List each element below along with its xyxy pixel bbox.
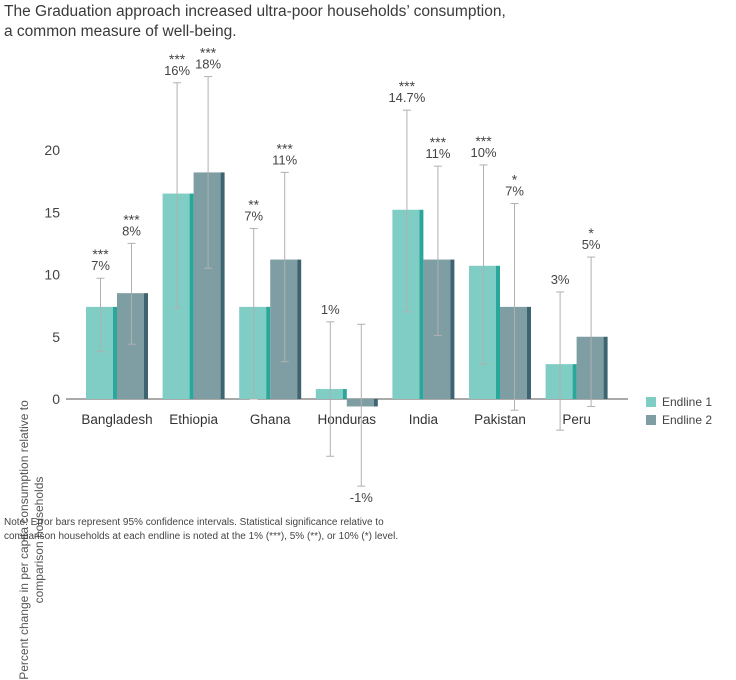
x-tick-label: India bbox=[409, 412, 439, 427]
bar-side-2 bbox=[450, 259, 455, 399]
data-label: 3% bbox=[551, 272, 570, 287]
significance-stars: * bbox=[512, 172, 518, 188]
data-label: 7% bbox=[91, 258, 110, 273]
data-label: 14.7% bbox=[388, 90, 425, 105]
bar-2 bbox=[117, 293, 144, 399]
data-label: 1% bbox=[321, 302, 340, 317]
data-label: 10% bbox=[470, 145, 496, 160]
bar-side-1 bbox=[342, 389, 347, 399]
bar-2 bbox=[500, 306, 527, 399]
y-tick-label: 0 bbox=[52, 391, 60, 407]
y-tick-label: 10 bbox=[44, 267, 60, 283]
legend: Endline 1 Endline 2 bbox=[646, 393, 712, 429]
bar-side-2 bbox=[373, 399, 378, 407]
data-label: 7% bbox=[505, 184, 524, 199]
bar-side-1 bbox=[266, 306, 271, 399]
legend-label-endline-1: Endline 1 bbox=[662, 395, 713, 409]
bar-side-1 bbox=[496, 265, 500, 399]
significance-stars: *** bbox=[430, 134, 447, 150]
bar-1 bbox=[162, 193, 190, 399]
data-label: 5% bbox=[582, 237, 601, 252]
data-label: -1% bbox=[350, 490, 374, 505]
bar-1 bbox=[545, 364, 573, 399]
x-tick-label: Pakistan bbox=[474, 412, 526, 427]
x-tick-label: Honduras bbox=[318, 412, 377, 427]
bar-1 bbox=[86, 306, 113, 399]
bar-1 bbox=[392, 209, 420, 399]
bar-side-1 bbox=[419, 209, 424, 399]
bar-2 bbox=[576, 336, 604, 399]
bar-side-2 bbox=[144, 293, 148, 399]
significance-stars: *** bbox=[200, 45, 217, 61]
bar-1 bbox=[469, 265, 496, 399]
y-tick-label: 5 bbox=[52, 329, 60, 345]
data-label: 7% bbox=[244, 208, 263, 223]
significance-stars: *** bbox=[92, 246, 109, 262]
legend-label-endline-2: Endline 2 bbox=[662, 413, 713, 427]
significance-stars: ** bbox=[248, 196, 259, 212]
bar-side-2 bbox=[527, 306, 531, 399]
data-label: 11% bbox=[272, 152, 297, 167]
bar-chart: 05101520Bangladesh7%***8%***Ethiopia16%*… bbox=[44, 45, 628, 505]
bar-side-1 bbox=[189, 193, 194, 399]
legend-item-endline-2: Endline 2 bbox=[646, 411, 712, 429]
x-tick-label: Peru bbox=[562, 412, 591, 427]
bar-2 bbox=[423, 259, 451, 399]
significance-stars: *** bbox=[399, 78, 416, 94]
x-tick-label: Ethiopia bbox=[169, 412, 218, 427]
data-label: 11% bbox=[425, 146, 450, 161]
bar-1 bbox=[239, 306, 267, 399]
x-tick-label: Bangladesh bbox=[81, 412, 152, 427]
bar-side-2 bbox=[220, 172, 225, 399]
legend-swatch-endline-2 bbox=[646, 415, 656, 425]
y-tick-label: 15 bbox=[44, 204, 60, 220]
significance-stars: *** bbox=[123, 211, 140, 227]
chart-title: The Graduation approach increased ultra-… bbox=[4, 2, 704, 42]
chart-title-line-2: a common measure of well-being. bbox=[4, 23, 237, 40]
x-tick-label: Ghana bbox=[250, 412, 291, 427]
significance-stars: * bbox=[588, 225, 594, 241]
bar-2 bbox=[270, 259, 298, 399]
legend-item-endline-1: Endline 1 bbox=[646, 393, 712, 411]
bar-side-2 bbox=[603, 336, 608, 399]
significance-stars: *** bbox=[475, 133, 492, 149]
significance-stars: *** bbox=[277, 140, 294, 156]
data-label: 16% bbox=[164, 63, 190, 78]
footnote: Note: Error bars represent 95% confidenc… bbox=[4, 516, 604, 544]
data-label: 8% bbox=[122, 223, 141, 238]
bar-2 bbox=[193, 172, 221, 399]
legend-swatch-endline-1 bbox=[646, 397, 656, 407]
bar-side-1 bbox=[113, 306, 117, 399]
bar-side-2 bbox=[297, 259, 302, 399]
significance-stars: *** bbox=[169, 51, 186, 67]
y-tick-label: 20 bbox=[44, 142, 60, 158]
bar-side-1 bbox=[572, 364, 577, 399]
footnote-line-2: comparison households at each endline is… bbox=[4, 531, 399, 542]
footnote-line-1: Note: Error bars represent 95% confidenc… bbox=[4, 517, 384, 528]
bar-2 bbox=[346, 399, 374, 407]
bar-1 bbox=[315, 389, 343, 399]
chart-title-line-1: The Graduation approach increased ultra-… bbox=[4, 3, 506, 20]
data-label: 18% bbox=[195, 57, 221, 72]
